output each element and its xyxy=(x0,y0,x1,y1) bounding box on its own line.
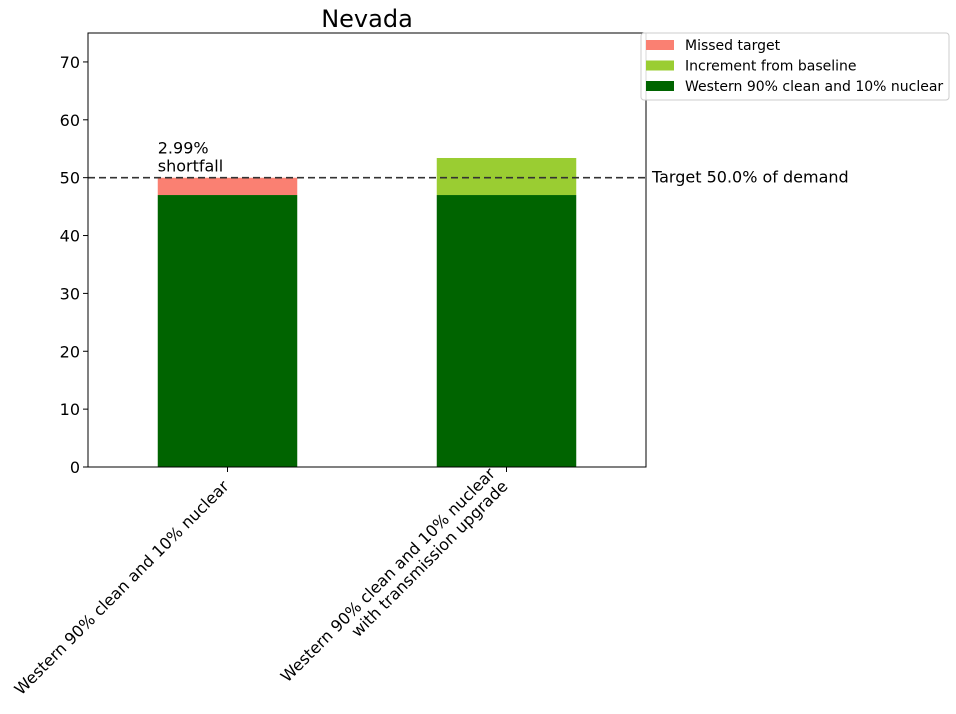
legend-swatch xyxy=(646,81,674,91)
target-line-label: Target 50.0% of demand xyxy=(651,168,849,187)
legend-label: Missed target xyxy=(685,38,781,54)
legend: Missed target Increment from baseline West… xyxy=(640,32,950,101)
legend-box xyxy=(640,32,950,101)
x-axis: Western 90% clean and 10% nuclear Western… xyxy=(10,464,511,699)
shortfall-annotation: 2.99% shortfall xyxy=(158,139,223,176)
y-tick-label: 20 xyxy=(60,342,80,361)
target-layer: Target 50.0% of demand xyxy=(88,168,849,187)
plot-frame xyxy=(87,32,647,468)
x-tick-label-group: Western 90% clean and 10% nuclear xyxy=(10,476,232,698)
legend-swatch xyxy=(646,60,674,71)
x-tick-label: Western 90% clean and 10% nuclear xyxy=(10,476,232,698)
x-tick-label-line: Western 90% clean and 10% nuclear xyxy=(10,476,232,698)
bar-segment-0-1 xyxy=(436,195,577,467)
shortfall-annotation-line: shortfall xyxy=(158,157,223,176)
bar-segment-0-0 xyxy=(157,195,298,467)
x-tick-label-group: Western 90% clean and 10% nuclearwith tr… xyxy=(277,464,512,699)
x-tick-label-line: with transmission upgrade xyxy=(347,477,511,641)
legend-label: Western 90% clean and 10% nuclear xyxy=(685,79,943,95)
chart-title: Nevada xyxy=(321,5,413,33)
legend-label: Increment from baseline xyxy=(685,59,857,75)
annotations: 2.99% shortfall xyxy=(158,139,223,176)
y-axis: 0 10 20 30 40 50 60 70 xyxy=(60,53,88,477)
y-tick-label: 0 xyxy=(70,458,80,477)
bar-segment-2-0 xyxy=(157,177,298,196)
shortfall-annotation-line: 2.99% xyxy=(158,139,209,158)
y-tick-label: 70 xyxy=(60,53,80,72)
y-tick-label: 10 xyxy=(60,400,80,419)
x-tick-label: Western 90% clean and 10% nuclearwith tr… xyxy=(277,464,512,699)
y-tick-label: 30 xyxy=(60,284,80,303)
y-tick-label: 40 xyxy=(60,227,80,246)
legend-swatch xyxy=(646,40,674,50)
bars xyxy=(157,157,577,467)
y-tick-label: 60 xyxy=(60,111,80,130)
bar-segment-1-1 xyxy=(436,157,577,196)
x-tick-label-line: Western 90% clean and 10% nuclear xyxy=(277,464,499,686)
y-tick-label: 50 xyxy=(60,169,80,188)
